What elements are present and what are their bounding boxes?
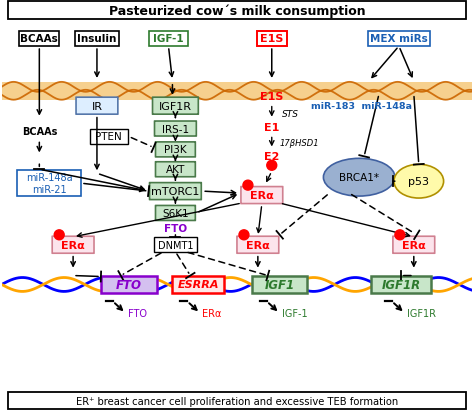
FancyBboxPatch shape [257, 32, 287, 47]
FancyBboxPatch shape [8, 2, 466, 20]
FancyBboxPatch shape [75, 32, 119, 47]
Text: ERα: ERα [202, 309, 222, 318]
Text: ER⁺ breast cancer cell proliferation and excessive TEB formation: ER⁺ breast cancer cell proliferation and… [76, 396, 398, 406]
Text: miR-148a
miR-21: miR-148a miR-21 [26, 173, 73, 195]
Text: FTO: FTO [128, 309, 147, 318]
Circle shape [395, 230, 405, 240]
FancyBboxPatch shape [52, 237, 94, 254]
Circle shape [243, 181, 253, 191]
FancyBboxPatch shape [237, 237, 279, 254]
FancyBboxPatch shape [19, 32, 59, 47]
Text: FTO: FTO [116, 278, 142, 291]
FancyBboxPatch shape [155, 122, 196, 137]
FancyBboxPatch shape [148, 32, 188, 47]
FancyBboxPatch shape [371, 276, 431, 293]
FancyBboxPatch shape [153, 98, 198, 115]
Text: E1: E1 [264, 122, 280, 132]
Text: MEX miRs: MEX miRs [370, 34, 428, 44]
Text: 17βHSD1: 17βHSD1 [280, 139, 319, 147]
FancyBboxPatch shape [368, 32, 430, 47]
Ellipse shape [323, 159, 395, 197]
Text: S6K1: S6K1 [162, 209, 189, 218]
FancyBboxPatch shape [155, 162, 195, 177]
Text: IGF1R: IGF1R [381, 278, 420, 291]
FancyBboxPatch shape [101, 276, 156, 293]
FancyBboxPatch shape [8, 392, 466, 409]
FancyBboxPatch shape [252, 276, 307, 293]
FancyBboxPatch shape [393, 237, 435, 254]
Text: BCAAs: BCAAs [22, 126, 57, 136]
Circle shape [54, 230, 64, 240]
Text: DNMT1: DNMT1 [158, 240, 193, 250]
Circle shape [239, 230, 249, 240]
Text: ERα: ERα [61, 240, 85, 250]
Text: Pasteurized cow´s milk consumption: Pasteurized cow´s milk consumption [109, 5, 365, 18]
Text: FTO: FTO [164, 223, 187, 233]
FancyBboxPatch shape [155, 206, 195, 221]
FancyBboxPatch shape [90, 130, 128, 145]
FancyBboxPatch shape [76, 98, 118, 115]
FancyBboxPatch shape [241, 187, 283, 204]
Text: AKT: AKT [166, 165, 185, 175]
Text: IGF-1: IGF-1 [153, 34, 184, 44]
Text: ERα: ERα [250, 191, 273, 201]
Text: mTORC1: mTORC1 [151, 187, 200, 197]
Text: PI3K: PI3K [164, 145, 187, 155]
Text: ESRRA: ESRRA [177, 280, 219, 290]
FancyBboxPatch shape [18, 171, 81, 197]
Text: miR-183  miR-148a: miR-183 miR-148a [310, 102, 411, 111]
Text: IGF1R: IGF1R [159, 102, 192, 112]
FancyBboxPatch shape [1, 83, 473, 100]
FancyBboxPatch shape [173, 276, 224, 293]
Text: E2: E2 [264, 152, 280, 162]
Text: STS: STS [282, 110, 299, 119]
Ellipse shape [394, 165, 444, 199]
Text: E1S: E1S [260, 34, 283, 44]
FancyBboxPatch shape [149, 183, 201, 200]
Text: IGF1R: IGF1R [407, 309, 436, 318]
Text: Insulin: Insulin [77, 34, 117, 44]
Text: PTEN: PTEN [95, 132, 122, 142]
Text: BCAAs: BCAAs [20, 34, 58, 44]
Text: ERα: ERα [246, 240, 270, 250]
Text: IRS-1: IRS-1 [162, 124, 189, 134]
Text: IR: IR [91, 102, 102, 112]
Circle shape [267, 161, 277, 171]
FancyBboxPatch shape [154, 238, 197, 253]
Text: IGF1: IGF1 [264, 278, 295, 291]
Text: p53: p53 [408, 177, 429, 187]
FancyBboxPatch shape [155, 142, 195, 157]
Text: E1S: E1S [260, 92, 283, 102]
Text: BRCA1*: BRCA1* [339, 173, 379, 183]
Text: ERα: ERα [402, 240, 426, 250]
Text: IGF-1: IGF-1 [282, 309, 307, 318]
